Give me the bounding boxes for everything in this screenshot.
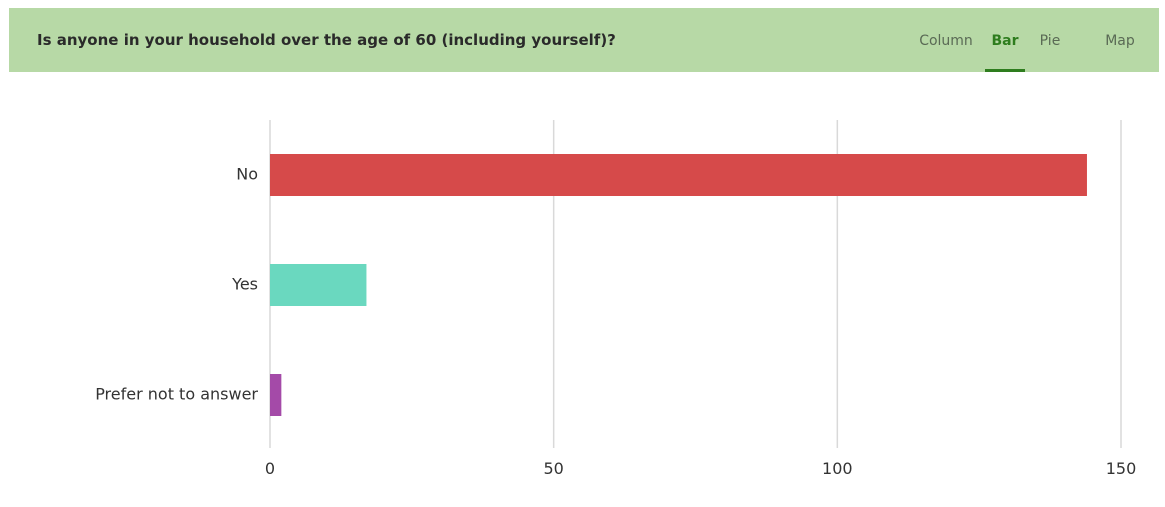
bar — [270, 264, 367, 306]
x-tick-label: 50 — [543, 459, 563, 478]
tab-column[interactable]: Column — [919, 33, 973, 49]
bar — [270, 374, 282, 416]
x-tick-label: 150 — [1106, 459, 1137, 478]
tab-bar[interactable]: Bar — [985, 8, 1025, 72]
question-header: Is anyone in your household over the age… — [9, 8, 1159, 72]
question-title: Is anyone in your household over the age… — [37, 31, 616, 49]
bar-chart-area: 0 50 100 150 No Yes Prefer not to answer — [0, 72, 1165, 503]
bar — [270, 154, 1087, 196]
bar-chart: 0 50 100 150 No Yes Prefer not to answer — [95, 120, 1137, 478]
tab-map[interactable]: Map — [1105, 33, 1135, 49]
category-label: Prefer not to answer — [95, 385, 258, 404]
x-tick-label: 100 — [822, 459, 853, 478]
x-tick-label: 0 — [265, 459, 275, 478]
category-label: Yes — [231, 275, 258, 294]
tab-pie[interactable]: Pie — [1039, 33, 1061, 49]
category-label: No — [236, 165, 258, 184]
